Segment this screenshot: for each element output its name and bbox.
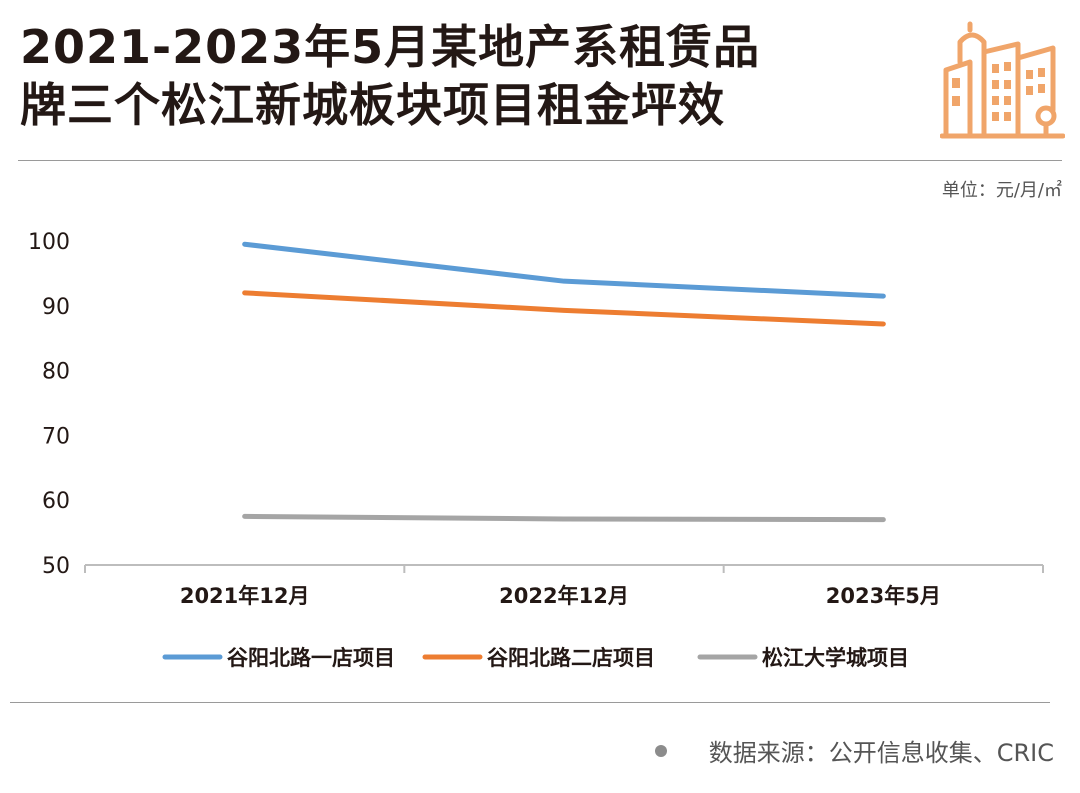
title-line-2: 牌三个松江新城板块项目租金坪效 <box>20 78 725 132</box>
legend-label: 谷阳北路二店项目 <box>487 646 655 670</box>
y-tick-label: 100 <box>28 230 70 255</box>
x-tick-label: 2022年12月 <box>499 584 629 608</box>
x-tick-label: 2021年12月 <box>180 584 310 608</box>
y-tick-label: 50 <box>42 554 70 579</box>
line-chart: 50 60 70 80 90 100 2021年12月 2022年12月 2023年5月谷阳北路… <box>28 230 1044 670</box>
y-tick-label: 90 <box>42 295 70 320</box>
unit-label: 单位：元/月/㎡ <box>941 180 1062 201</box>
bullet-dot <box>654 744 667 757</box>
series-line-2 <box>242 290 886 327</box>
y-tick-label: 60 <box>42 489 70 514</box>
chart-title: 2021-2023年5月某地产系租赁品 牌三个松江新城板块项目租金坪效 <box>20 18 920 134</box>
series-line-1 <box>242 241 886 299</box>
x-tick-label: 2023年5月 <box>826 584 941 608</box>
series-line-3 <box>242 513 886 523</box>
y-tick-label: 70 <box>42 424 70 449</box>
legend-label: 谷阳北路一店项目 <box>227 646 395 670</box>
source-label: 数据来源：公开信息收集、CRIC <box>708 739 1054 767</box>
legend-label: 松江大学城项目 <box>762 646 909 670</box>
bottom-divider <box>10 702 1050 703</box>
title-line-1: 2021-2023年5月某地产系租赁品 <box>20 20 761 74</box>
city-buildings-icon <box>940 21 1065 139</box>
top-divider <box>18 160 1062 161</box>
y-tick-label: 80 <box>42 360 70 385</box>
source-note: 数据来源：公开信息收集、CRIC <box>654 733 1054 768</box>
